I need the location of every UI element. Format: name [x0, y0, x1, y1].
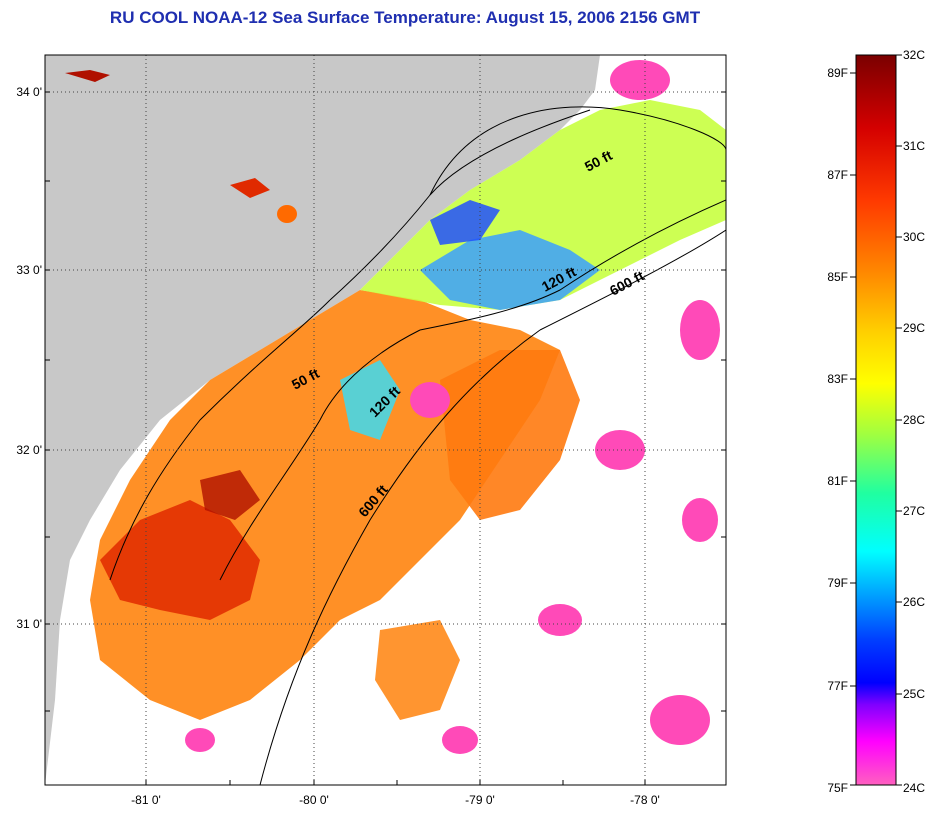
- fahrenheit-label: 89F: [827, 66, 848, 80]
- fahrenheit-label: 77F: [827, 679, 848, 693]
- lat-label: 33 0': [16, 263, 42, 277]
- celsius-label: 26C: [903, 595, 925, 609]
- contour-50ft-south: [109, 299, 331, 581]
- inland-hot-spots: [65, 70, 297, 223]
- lon-label: -80 0': [299, 793, 329, 807]
- sst-hot-core: [100, 500, 260, 620]
- sst-hot-patch: [200, 470, 260, 520]
- celsius-label: 29C: [903, 321, 925, 335]
- fahrenheit-label: 79F: [827, 576, 848, 590]
- lon-label: -79 0': [465, 793, 495, 807]
- celsius-label: 31C: [903, 139, 925, 153]
- map-ticks: [45, 91, 726, 785]
- land-mass: [45, 55, 600, 785]
- celsius-label: 25C: [903, 687, 925, 701]
- fahrenheit-labels: 89F 87F 85F 83F 81F 79F 77F 75F: [827, 66, 848, 795]
- lat-label: 32 0': [16, 443, 42, 457]
- lon-label: -81 0': [131, 793, 161, 807]
- celsius-label: 32C: [903, 48, 925, 62]
- bathymetry-contours: [109, 106, 726, 785]
- sst-cyan-patch: [340, 360, 400, 440]
- map-title: RU COOL NOAA-12 Sea Surface Temperature:…: [109, 8, 701, 27]
- celsius-label: 24C: [903, 781, 925, 795]
- fahrenheit-label: 87F: [827, 168, 848, 182]
- fahrenheit-label: 81F: [827, 474, 848, 488]
- color-bar: 32C 31C 30C 29C 28C 27C 26C 25C 24C 89F …: [827, 48, 925, 795]
- fahrenheit-label: 83F: [827, 372, 848, 386]
- map-grid: [45, 55, 726, 785]
- celsius-label: 27C: [903, 504, 925, 518]
- map-plot: [45, 55, 726, 785]
- fahrenheit-label: 75F: [827, 781, 848, 795]
- sst-south-warm: [375, 620, 460, 720]
- fahrenheit-label: 85F: [827, 270, 848, 284]
- lat-label: 34 0': [16, 85, 42, 99]
- contour-600ft-south: [259, 329, 541, 785]
- lon-label: -78 0': [630, 793, 660, 807]
- contour-120ft-north: [419, 106, 726, 331]
- contour-600ft-north: [539, 229, 726, 331]
- sst-offshore-warm: [440, 350, 580, 520]
- colorbar-ticks: [850, 54, 902, 786]
- celsius-label: 28C: [903, 413, 925, 427]
- celsius-labels: 32C 31C 30C 29C 28C 27C 26C 25C 24C: [903, 48, 925, 795]
- celsius-label: 30C: [903, 230, 925, 244]
- map-frame: [44, 54, 727, 786]
- lon-labels: -81 0' -80 0' -79 0' -78 0': [131, 793, 660, 807]
- contour-120ft-south: [219, 329, 421, 581]
- lat-labels: 34 0' 33 0' 32 0' 31 0': [16, 85, 42, 631]
- sst-magenta-patches: [185, 60, 720, 754]
- lat-label: 31 0': [16, 617, 42, 631]
- sst-cool-patch: [430, 200, 500, 245]
- color-bar-gradient: [855, 54, 897, 786]
